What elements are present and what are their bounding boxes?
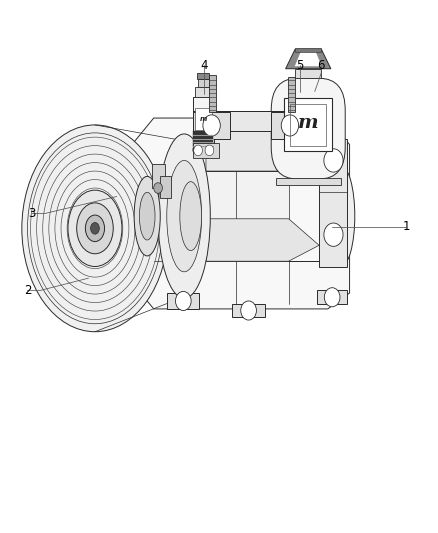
Ellipse shape (77, 203, 113, 254)
FancyBboxPatch shape (271, 78, 345, 179)
Text: m: m (298, 115, 318, 132)
Bar (160, 176, 171, 198)
Ellipse shape (324, 149, 343, 172)
Ellipse shape (134, 176, 160, 256)
Polygon shape (206, 219, 319, 261)
Ellipse shape (327, 166, 355, 266)
Text: m: m (200, 116, 207, 122)
Bar (195, 87, 211, 97)
Polygon shape (317, 290, 347, 304)
Ellipse shape (205, 145, 214, 156)
Bar (193, 97, 214, 150)
Ellipse shape (158, 134, 210, 298)
Bar (290, 104, 326, 146)
Polygon shape (294, 52, 322, 67)
Bar (276, 178, 341, 185)
Polygon shape (232, 304, 265, 317)
Bar (193, 131, 213, 147)
Bar (295, 69, 321, 78)
Bar (152, 164, 165, 188)
Ellipse shape (139, 192, 155, 240)
Ellipse shape (172, 171, 196, 261)
Bar (288, 77, 295, 112)
Ellipse shape (203, 115, 220, 136)
Polygon shape (132, 118, 350, 309)
Bar (209, 75, 216, 112)
Polygon shape (167, 293, 199, 309)
Text: 3: 3 (28, 207, 35, 220)
Text: 5: 5 (296, 59, 303, 71)
Ellipse shape (85, 215, 105, 241)
Polygon shape (206, 128, 319, 171)
Ellipse shape (180, 182, 201, 251)
Bar (194, 109, 212, 130)
Ellipse shape (167, 160, 201, 272)
Ellipse shape (22, 125, 168, 332)
Bar (198, 79, 208, 87)
Bar (295, 47, 321, 52)
Ellipse shape (324, 223, 343, 246)
Bar (271, 112, 308, 139)
Bar (193, 111, 315, 131)
Text: 4: 4 (200, 59, 208, 71)
Ellipse shape (68, 190, 122, 266)
Ellipse shape (324, 288, 340, 307)
Ellipse shape (91, 222, 99, 234)
Bar (284, 98, 332, 151)
Bar (193, 112, 230, 139)
Ellipse shape (281, 115, 299, 136)
Ellipse shape (194, 145, 202, 156)
Text: 6: 6 (318, 59, 325, 71)
Polygon shape (286, 49, 331, 69)
Text: 1: 1 (403, 220, 410, 233)
Ellipse shape (176, 292, 191, 311)
Text: 2: 2 (24, 284, 31, 297)
Bar (197, 73, 209, 79)
Ellipse shape (193, 143, 214, 156)
Ellipse shape (154, 183, 162, 193)
Bar (319, 139, 347, 266)
Polygon shape (184, 171, 289, 261)
Ellipse shape (241, 301, 256, 320)
Bar (193, 143, 219, 158)
